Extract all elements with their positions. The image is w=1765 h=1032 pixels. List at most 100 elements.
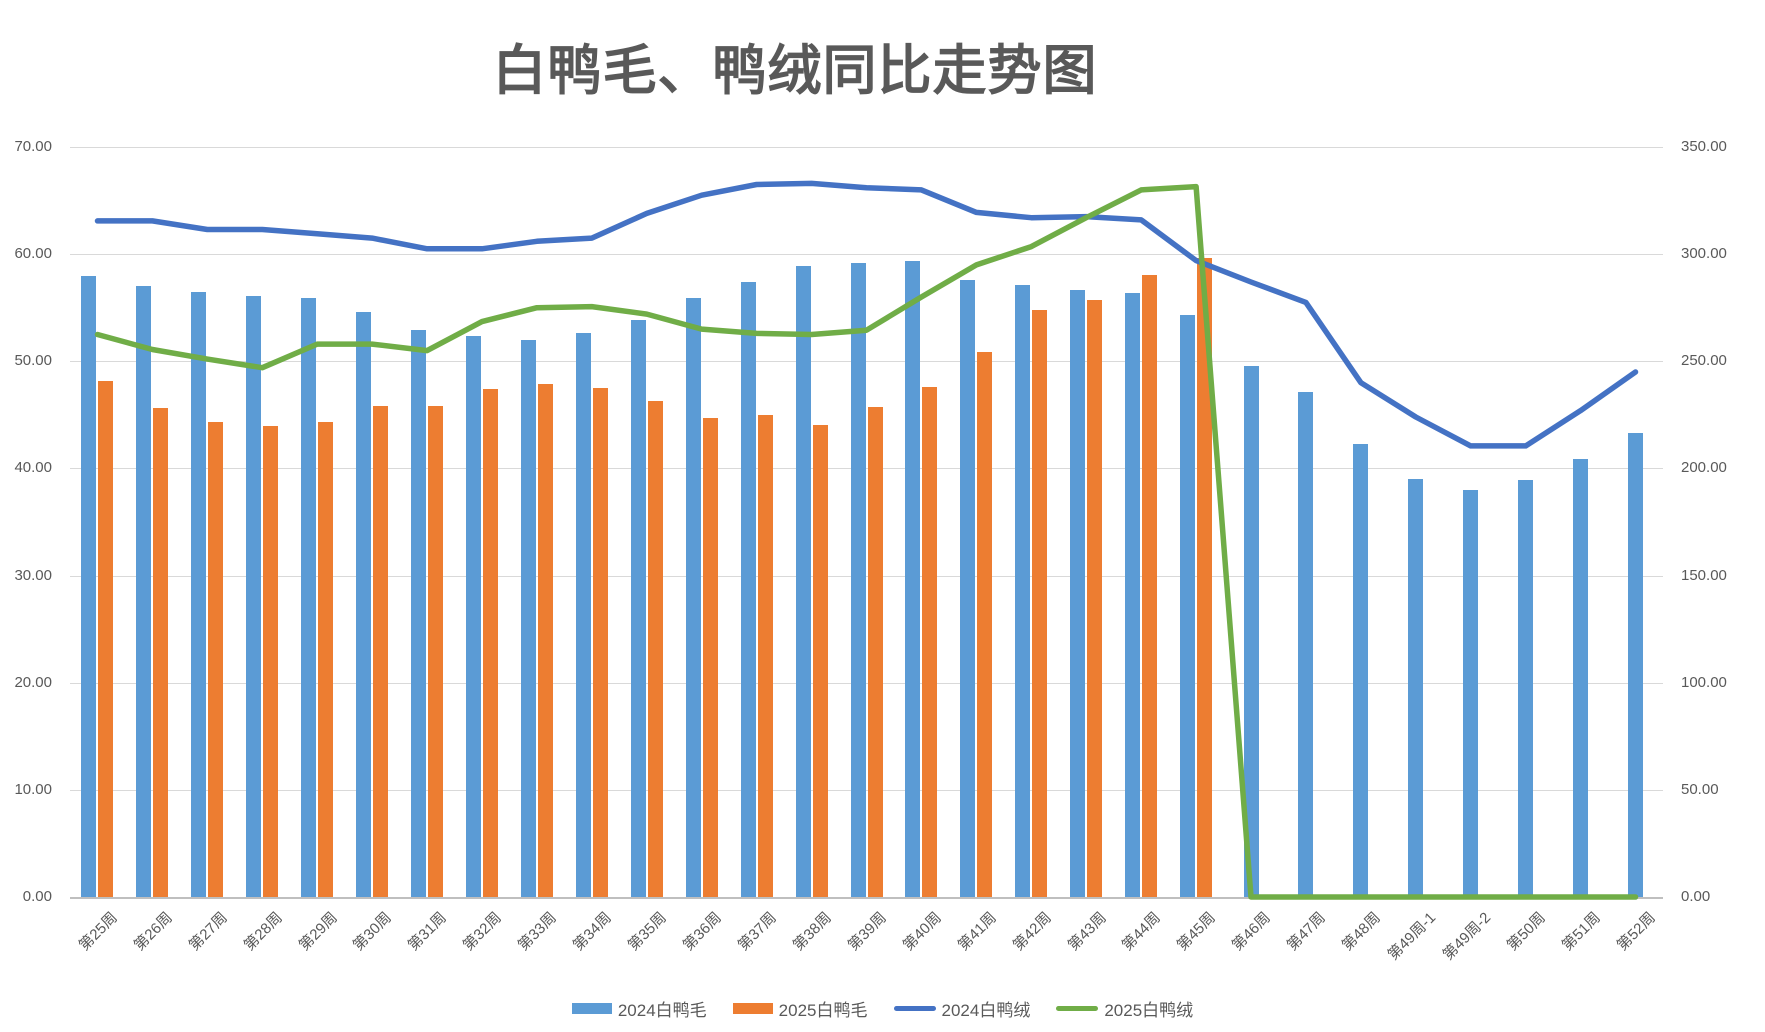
x-axis-label: 第50周 (1503, 909, 1549, 955)
x-axis-baseline (70, 897, 1663, 899)
y-axis-left-label: 20.00 (14, 673, 52, 691)
bar-2024白鸭毛 (1243, 365, 1259, 897)
bar-2024白鸭毛 (850, 262, 866, 897)
y-axis-left-label: 0.00 (22, 888, 52, 905)
legend-item-2024白鸭绒: 2024白鸭绒 (893, 996, 1031, 1021)
x-axis-label: 第40周 (899, 909, 945, 955)
bar-2025白鸭毛 (1087, 300, 1103, 897)
y-axis-left-label: 60.00 (14, 245, 52, 263)
bar-2024白鸭毛 (1070, 289, 1086, 897)
y-axis-right-label: 200.00 (1681, 459, 1727, 477)
x-axis-label: 第26周 (130, 909, 176, 955)
legend-item-2024白鸭毛: 2024白鸭毛 (571, 996, 707, 1021)
bar-2025白鸭毛 (208, 422, 224, 897)
bar-2025白鸭毛 (428, 406, 444, 897)
bar-2024白鸭毛 (1463, 489, 1479, 897)
gridline (70, 361, 1663, 363)
x-axis-label: 第37周 (734, 909, 780, 955)
chart-title: 白鸭毛、鸭绒同比走势图 (492, 41, 1098, 101)
x-axis-label: 第45周 (1174, 909, 1220, 955)
bar-2025白鸭毛 (757, 414, 773, 897)
gridline (70, 575, 1663, 577)
gridline (70, 682, 1663, 684)
bar-2024白鸭毛 (1573, 458, 1589, 897)
bar-2025白鸭毛 (592, 388, 608, 897)
x-axis-label: 第49周-1 (1384, 909, 1439, 964)
x-axis-label: 第28周 (240, 909, 286, 955)
x-axis-label: 第33周 (515, 909, 561, 955)
x-axis-label: 第52周 (1613, 909, 1659, 955)
y-axis-left-label: 40.00 (14, 459, 52, 477)
x-axis-label: 第51周 (1558, 909, 1604, 955)
x-axis-label: 第46周 (1229, 909, 1275, 955)
y-axis-right-label: 350.00 (1681, 138, 1727, 155)
y-axis-left-label: 30.00 (14, 566, 52, 584)
y-axis-right-label: 0.00 (1681, 888, 1711, 905)
x-axis-label: 第35周 (624, 909, 670, 955)
gridline (70, 254, 1663, 256)
bar-2025白鸭毛 (318, 422, 334, 897)
bar-2024白鸭毛 (246, 295, 262, 897)
legend-bar-swatch-icon (732, 1002, 773, 1014)
bar-2025白鸭毛 (922, 387, 938, 897)
x-axis-label: 第42周 (1009, 909, 1055, 955)
x-axis-label: 第38周 (789, 909, 835, 955)
bar-2024白鸭毛 (191, 291, 207, 897)
bar-2024白鸭毛 (1408, 479, 1424, 897)
plot-area (70, 147, 1663, 900)
x-axis-label: 第30周 (350, 909, 396, 955)
x-axis-label: 第25周 (75, 909, 121, 955)
bar-2025白鸭毛 (812, 424, 828, 897)
line-2024白鸭绒 (94, 180, 1639, 449)
bar-2024白鸭毛 (301, 298, 317, 897)
x-axis-label: 第44周 (1119, 909, 1165, 955)
bar-2025白鸭毛 (482, 389, 498, 897)
x-axis-label: 第29周 (295, 909, 341, 955)
bar-2024白鸭毛 (905, 260, 921, 897)
bar-2024白鸭毛 (520, 339, 536, 897)
y-axis-right-label: 150.00 (1681, 566, 1727, 584)
bar-2024白鸭毛 (630, 319, 646, 897)
bar-2025白鸭毛 (647, 400, 663, 897)
bar-2024白鸭毛 (1180, 315, 1196, 897)
y-axis-right-label: 50.00 (1681, 780, 1719, 798)
line-2025白鸭绒 (94, 183, 1639, 900)
legend: 2024白鸭毛 2025白鸭毛 2024白鸭绒 2025白鸭绒 (0, 995, 1765, 1021)
bar-2024白鸭毛 (1125, 292, 1141, 897)
x-axis-label: 第36周 (679, 909, 725, 955)
legend-label: 2025白鸭毛 (778, 1000, 868, 1020)
x-axis-label: 第41周 (954, 909, 1000, 955)
legend-label: 2024白鸭绒 (941, 1000, 1031, 1020)
bar-2025白鸭毛 (153, 408, 169, 897)
bar-2025白鸭毛 (867, 407, 883, 897)
bar-2024白鸭毛 (81, 275, 97, 897)
x-axis-label: 第39周 (844, 909, 890, 955)
x-axis-label: 第31周 (405, 909, 451, 955)
legend-label: 2025白鸭绒 (1104, 1000, 1194, 1020)
x-axis-label: 第48周 (1338, 909, 1385, 955)
gridline (70, 147, 1663, 148)
y-axis-right-label: 250.00 (1681, 352, 1727, 370)
bar-2024白鸭毛 (960, 279, 976, 897)
bar-2024白鸭毛 (465, 335, 481, 897)
legend-item-2025白鸭绒: 2025白鸭绒 (1056, 996, 1193, 1021)
bar-2024白鸭毛 (411, 330, 427, 897)
bar-2025白鸭毛 (1197, 258, 1213, 897)
legend-item-2025白鸭毛: 2025白鸭毛 (732, 996, 868, 1021)
legend-line-swatch-icon (893, 1005, 936, 1011)
bar-2024白鸭毛 (575, 333, 591, 897)
bar-2025白鸭毛 (1032, 309, 1048, 897)
y-axis-left-label: 70.00 (14, 138, 52, 155)
legend-bar-swatch-icon (571, 1002, 612, 1014)
bar-2024白鸭毛 (1353, 443, 1369, 897)
legend-label: 2024白鸭毛 (617, 1000, 707, 1020)
bar-2025白鸭毛 (702, 418, 718, 897)
bar-2024白鸭毛 (685, 298, 701, 897)
bar-2024白鸭毛 (1298, 392, 1314, 897)
x-axis-label: 第43周 (1064, 909, 1110, 955)
gridline (70, 789, 1663, 791)
gridline (70, 468, 1663, 470)
x-axis-label: 第47周 (1284, 909, 1330, 955)
bar-2024白鸭毛 (1628, 433, 1644, 897)
bar-2025白鸭毛 (977, 351, 993, 897)
